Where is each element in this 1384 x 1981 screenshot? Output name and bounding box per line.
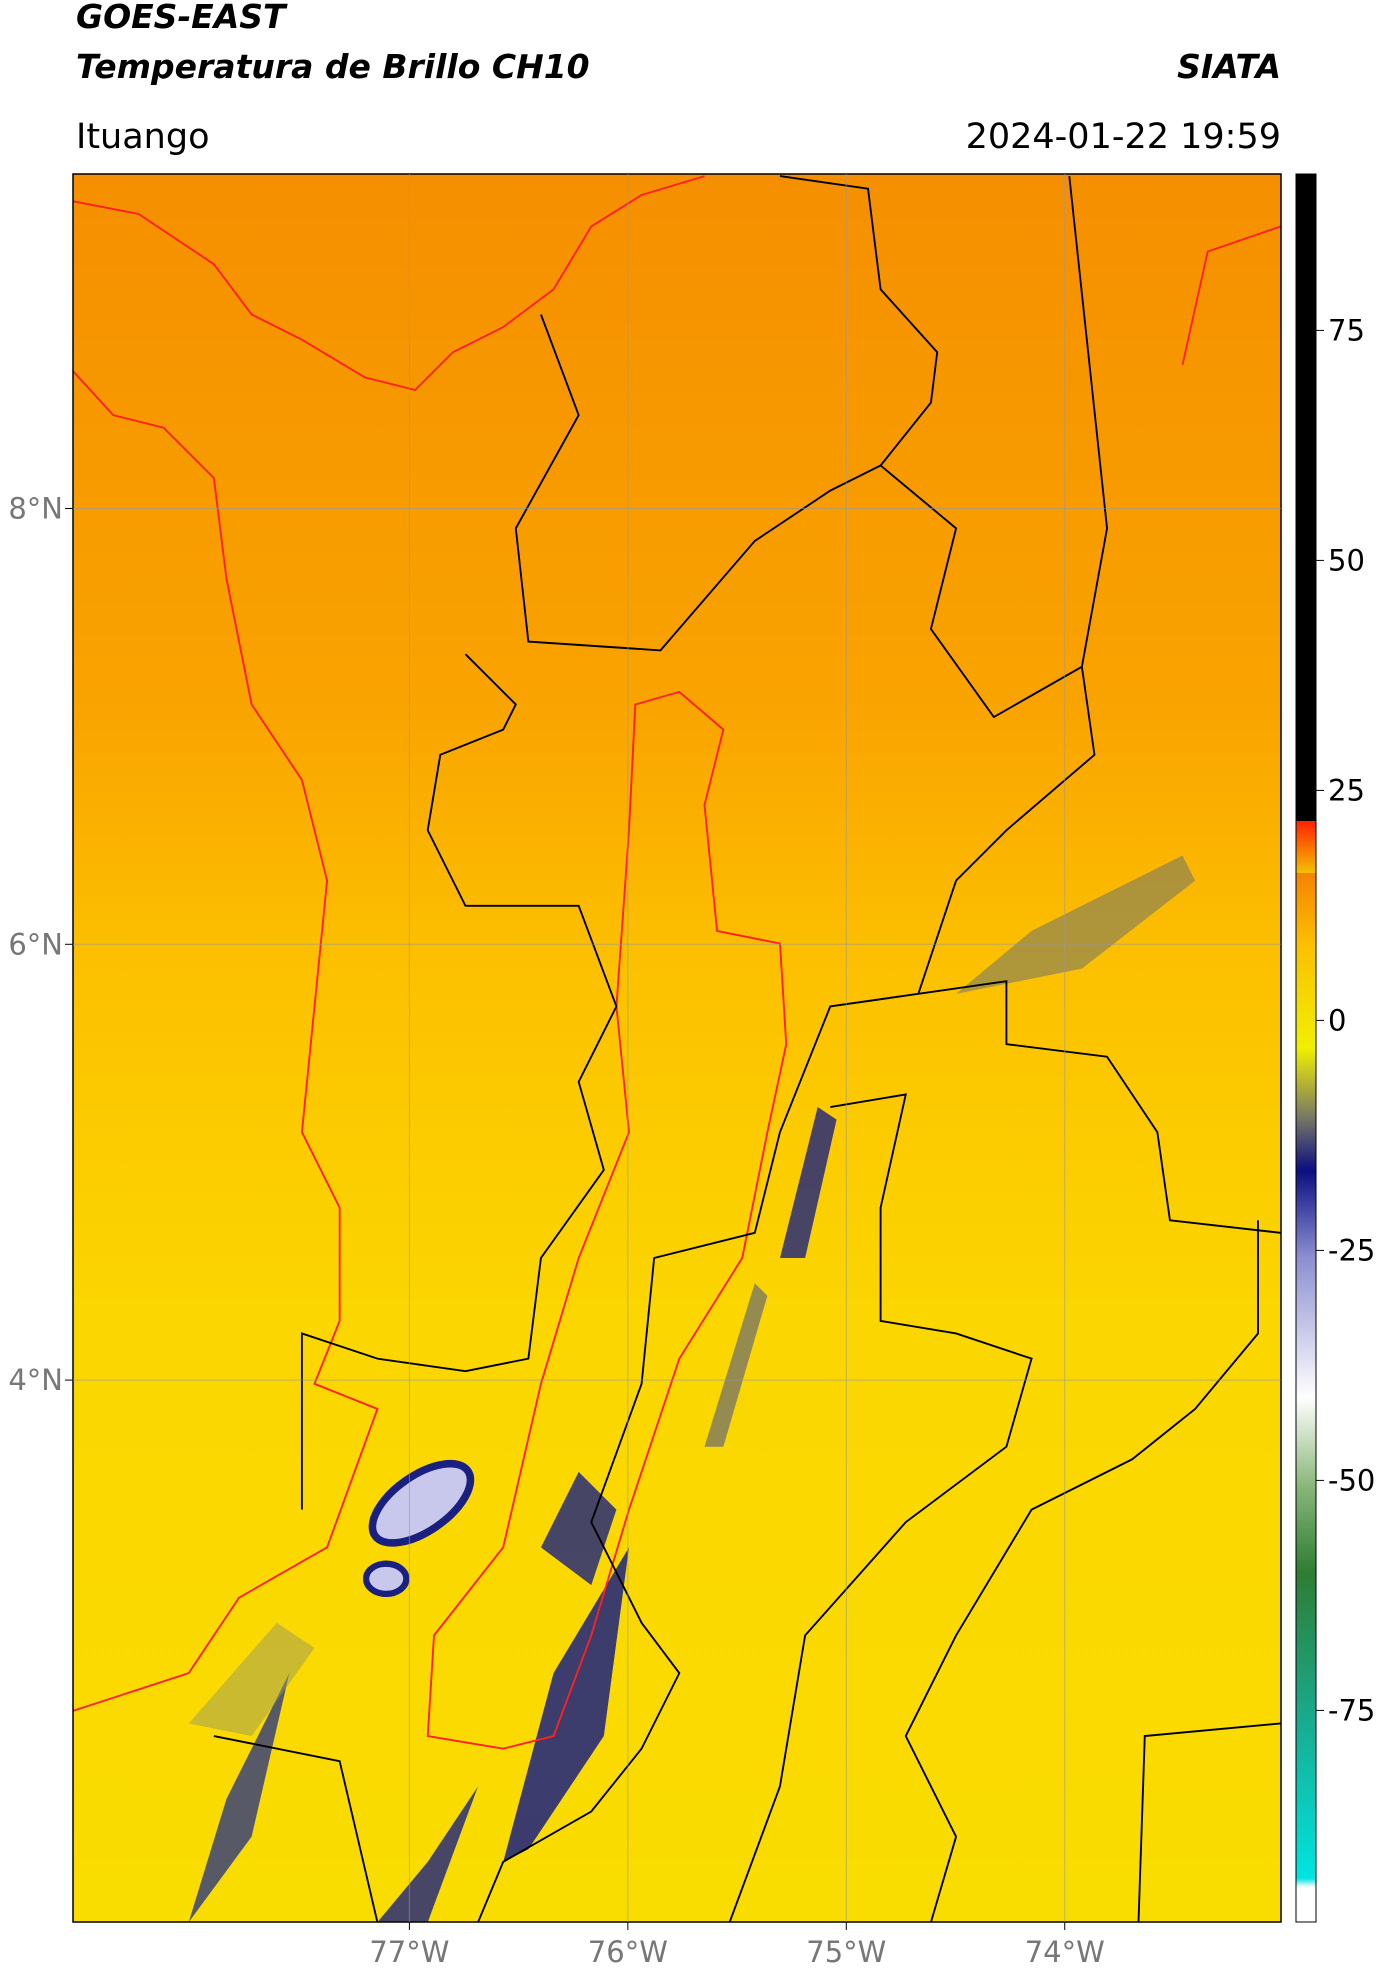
- location: Ituango: [76, 117, 210, 157]
- lat-tick-label: 4°N: [8, 1363, 63, 1397]
- lon-tick-label: 77°W: [369, 1935, 449, 1969]
- borders: [73, 175, 1281, 1922]
- lon-tick-label: 75°W: [806, 1935, 886, 1969]
- org: SIATA: [1177, 47, 1281, 86]
- map-layer: [73, 174, 1281, 1922]
- colorbar-tick-label: -50: [1328, 1463, 1375, 1497]
- colorbar-tick-label: 25: [1328, 773, 1365, 807]
- datetime: 2024-01-22 19:59: [966, 117, 1281, 157]
- colorbar-tick-label: 75: [1328, 313, 1365, 347]
- lon-tick-label: 74°W: [1025, 1935, 1105, 1969]
- colorbar-tick-label: 0: [1328, 1003, 1346, 1037]
- map-frame: [72, 173, 1282, 1923]
- colorbar: [1295, 173, 1317, 1923]
- lat-tick-label: 6°N: [8, 927, 63, 961]
- title-line1: GOES-EAST: [76, 0, 288, 36]
- colorbar-tick-label: 50: [1328, 543, 1365, 577]
- title-line2: Temperatura de Brillo CH10: [76, 47, 590, 86]
- lon-tick-label: 76°W: [588, 1935, 668, 1969]
- colorbar-tick-label: -25: [1328, 1233, 1375, 1267]
- colorbar-tick-label: -75: [1328, 1693, 1375, 1727]
- lat-tick-label: 8°N: [8, 491, 63, 525]
